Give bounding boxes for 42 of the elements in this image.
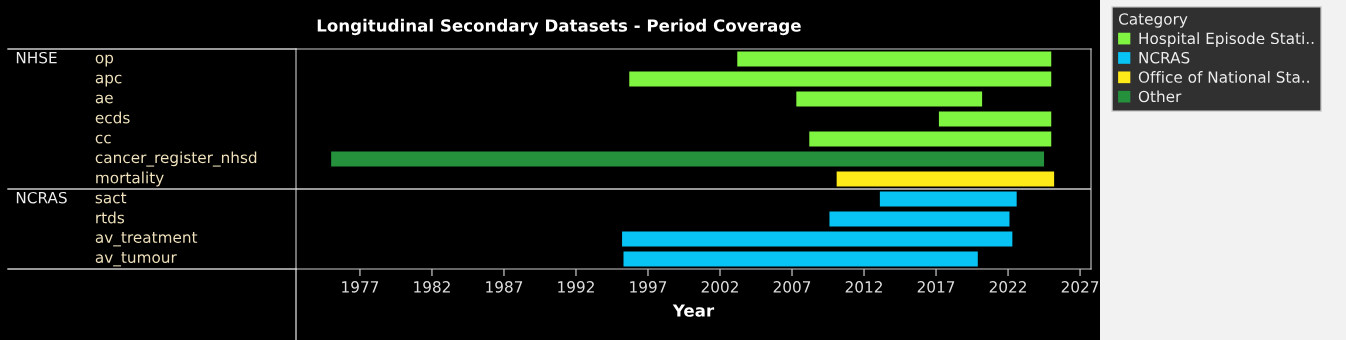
- y-tick-label: cc: [95, 134, 111, 144]
- bar: [622, 231, 1013, 247]
- bar: [879, 191, 1017, 207]
- y-tick-label: apc: [95, 74, 122, 87]
- bar: [629, 71, 1052, 87]
- bar: [331, 151, 1045, 167]
- y-tick-label: ae: [95, 94, 113, 104]
- bar: [809, 131, 1052, 147]
- x-tick-label: 1997: [630, 281, 667, 293]
- x-tick-label: 2012: [845, 281, 882, 293]
- x-tick-label: 2017: [917, 281, 955, 293]
- legend-label: Hospital Episode Stati..: [1139, 32, 1314, 48]
- y-tick-label: cancer_register_nhsd: [95, 151, 257, 167]
- y-tick-label: mortality: [96, 171, 164, 187]
- bar: [623, 251, 978, 267]
- x-tick-label: 1977: [342, 281, 379, 293]
- y-tick-label: sact: [95, 192, 127, 204]
- text: NHSE: [16, 51, 57, 64]
- bar: [737, 51, 1052, 67]
- y-tick-label: op: [95, 54, 114, 67]
- legend-label: Other: [1138, 90, 1182, 103]
- x-tick-label: 2022: [989, 281, 1026, 293]
- legend-label: NCRAS: [1139, 51, 1190, 64]
- legend-label: Office of National Sta..: [1138, 71, 1309, 83]
- bar: [836, 171, 1055, 187]
- chart-title: Longitudinal Secondary Datasets - Period Coverage: [317, 18, 801, 36]
- x-tick-label: 1987: [486, 281, 523, 293]
- x-tick-label: 2002: [701, 281, 738, 293]
- bar: [829, 211, 1010, 227]
- x-tick-label: 1982: [414, 281, 450, 293]
- y-tick-label: av_treatment: [95, 232, 198, 247]
- bar: [938, 111, 1052, 127]
- bar: [796, 91, 983, 107]
- x-tick-label: 2007: [773, 281, 811, 293]
- y-tick-label: ecds: [95, 111, 130, 124]
- x-axis-title: Year: [672, 304, 715, 317]
- y-tick-label: av_tumour: [95, 252, 177, 267]
- text: NCRAS: [16, 191, 67, 204]
- x-tick-label: 1992: [558, 281, 594, 293]
- x-tick-label: 2027: [1061, 281, 1099, 293]
- y-tick-label: rtds: [96, 211, 125, 224]
- legend-title: Category: [1118, 13, 1188, 28]
